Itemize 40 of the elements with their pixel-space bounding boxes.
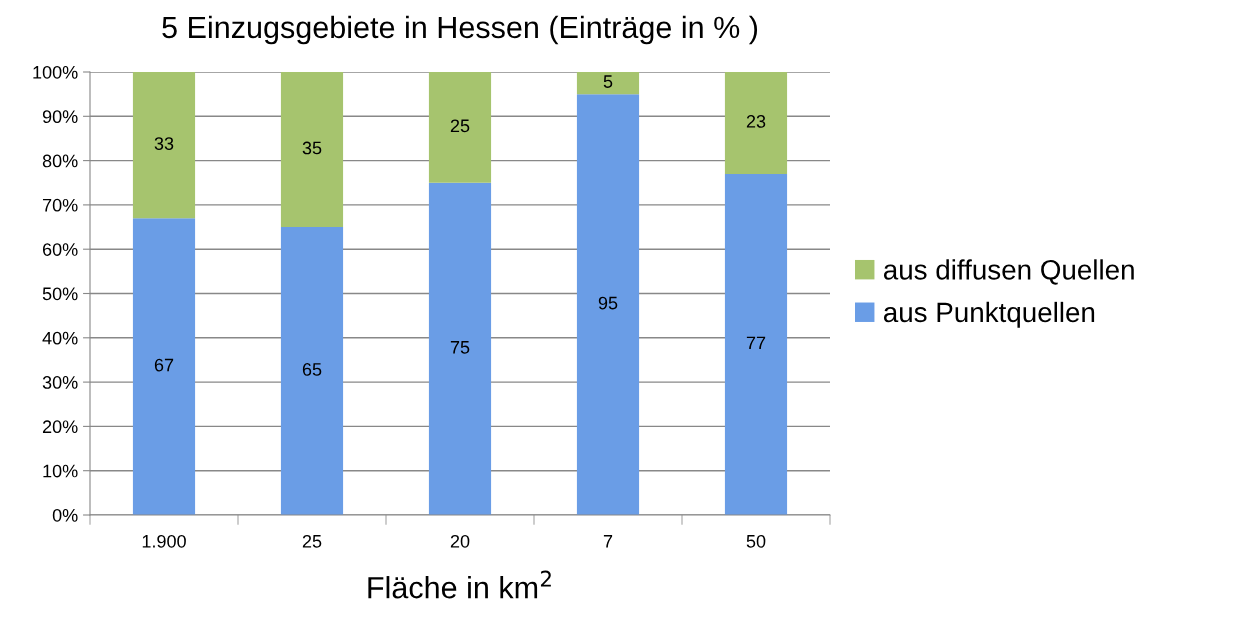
data-label: 75 <box>450 341 470 354</box>
bar <box>576 72 640 95</box>
data-label: 25 <box>450 119 470 133</box>
y-tick-label: 100% <box>33 65 78 79</box>
x-tick-label: 1.900 <box>142 534 186 548</box>
x-tick-label: 50 <box>746 534 766 548</box>
x-axis-title: Fläche in km$^{2}$ <box>368 570 551 599</box>
bar <box>280 72 344 228</box>
bar <box>428 72 492 183</box>
data-label: 77 <box>746 336 766 350</box>
bar <box>428 182 492 515</box>
y-tick-label: 80% <box>42 154 78 168</box>
data-label: 95 <box>598 296 618 310</box>
data-label: 33 <box>154 137 174 150</box>
bar <box>724 173 788 515</box>
bar <box>724 72 788 174</box>
legend-label: aus diffusen Quellen <box>883 259 1134 285</box>
y-tick-label: 90% <box>42 110 78 124</box>
x-tick-label: 20 <box>450 534 470 548</box>
y-tick-label: 30% <box>42 376 78 389</box>
chart-title: 5 Einzugsgebiete in Hessen (Einträge in % ) <box>162 15 758 45</box>
legend-label: aus Punktquellen <box>883 301 1095 328</box>
bar <box>280 227 344 515</box>
data-label: 5 <box>603 75 613 88</box>
x-tick-label: 25 <box>302 534 322 548</box>
data-label: 35 <box>302 141 322 155</box>
y-tick-label: 20% <box>42 420 78 434</box>
bar <box>132 72 196 219</box>
y-tick-label: 60% <box>42 243 78 256</box>
y-tick-label: 40% <box>42 331 78 345</box>
y-tick-label: 70% <box>42 198 78 212</box>
data-label: 67 <box>154 358 174 372</box>
bar <box>576 94 640 515</box>
y-tick-label: 50% <box>42 287 78 301</box>
bar <box>132 218 196 515</box>
data-label: 23 <box>746 115 766 128</box>
data-label: 65 <box>302 363 322 376</box>
y-tick-label: 0% <box>52 508 78 522</box>
x-tick-label: 7 <box>603 535 613 548</box>
y-tick-label: 10% <box>43 464 78 478</box>
